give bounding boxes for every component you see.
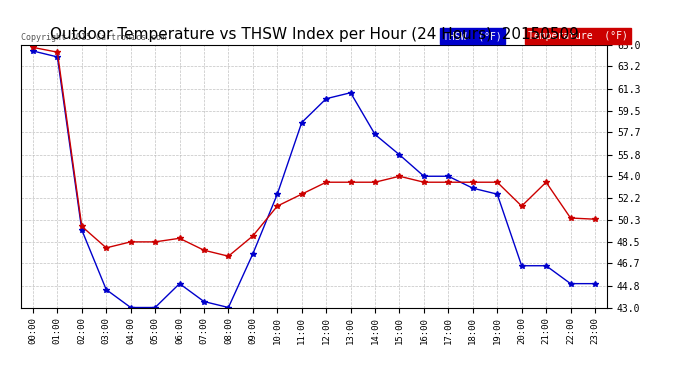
Text: THSW  (°F): THSW (°F)	[443, 31, 502, 41]
Title: Outdoor Temperature vs THSW Index per Hour (24 Hours)  20150509: Outdoor Temperature vs THSW Index per Ho…	[50, 27, 578, 42]
Text: Temperature  (°F): Temperature (°F)	[528, 31, 628, 41]
Text: Copyright 2015 Cartronics.com: Copyright 2015 Cartronics.com	[21, 33, 166, 42]
